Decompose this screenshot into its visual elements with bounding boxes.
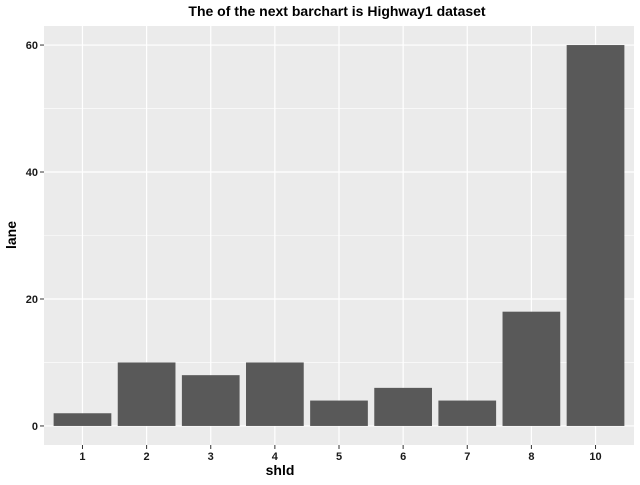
x-axis-label: shld [266, 462, 295, 478]
x-tick-label: 8 [528, 451, 534, 463]
x-tick-label: 6 [400, 451, 406, 463]
y-tick-label: 0 [32, 421, 38, 433]
x-tick-label: 7 [464, 451, 470, 463]
x-axis-ticks: 1 2 3 4 5 6 7 8 10 [79, 445, 602, 463]
chart-title: The of the next barchart is Highway1 dat… [188, 3, 486, 19]
y-tick-label: 20 [26, 294, 38, 306]
bar-3 [181, 375, 240, 426]
x-tick-label: 5 [336, 451, 342, 463]
x-tick-label: 4 [272, 451, 279, 463]
x-tick-label: 10 [589, 451, 601, 463]
bar-4 [246, 362, 304, 426]
y-axis-ticks: 0 20 40 60 [26, 40, 44, 433]
x-tick-label: 2 [144, 451, 150, 463]
x-tick-label: 1 [79, 451, 85, 463]
bar-6 [374, 387, 432, 426]
bar-2 [117, 362, 176, 426]
bar-5 [310, 400, 368, 426]
bars-group [53, 45, 625, 426]
bar-8 [502, 311, 561, 426]
y-tick-label: 40 [26, 167, 38, 179]
x-tick-label: 3 [208, 451, 214, 463]
bar-7 [438, 400, 497, 426]
bar-1 [53, 413, 112, 426]
y-axis-label: lane [3, 221, 19, 249]
y-tick-label: 60 [26, 40, 38, 52]
bar-10 [566, 45, 625, 426]
